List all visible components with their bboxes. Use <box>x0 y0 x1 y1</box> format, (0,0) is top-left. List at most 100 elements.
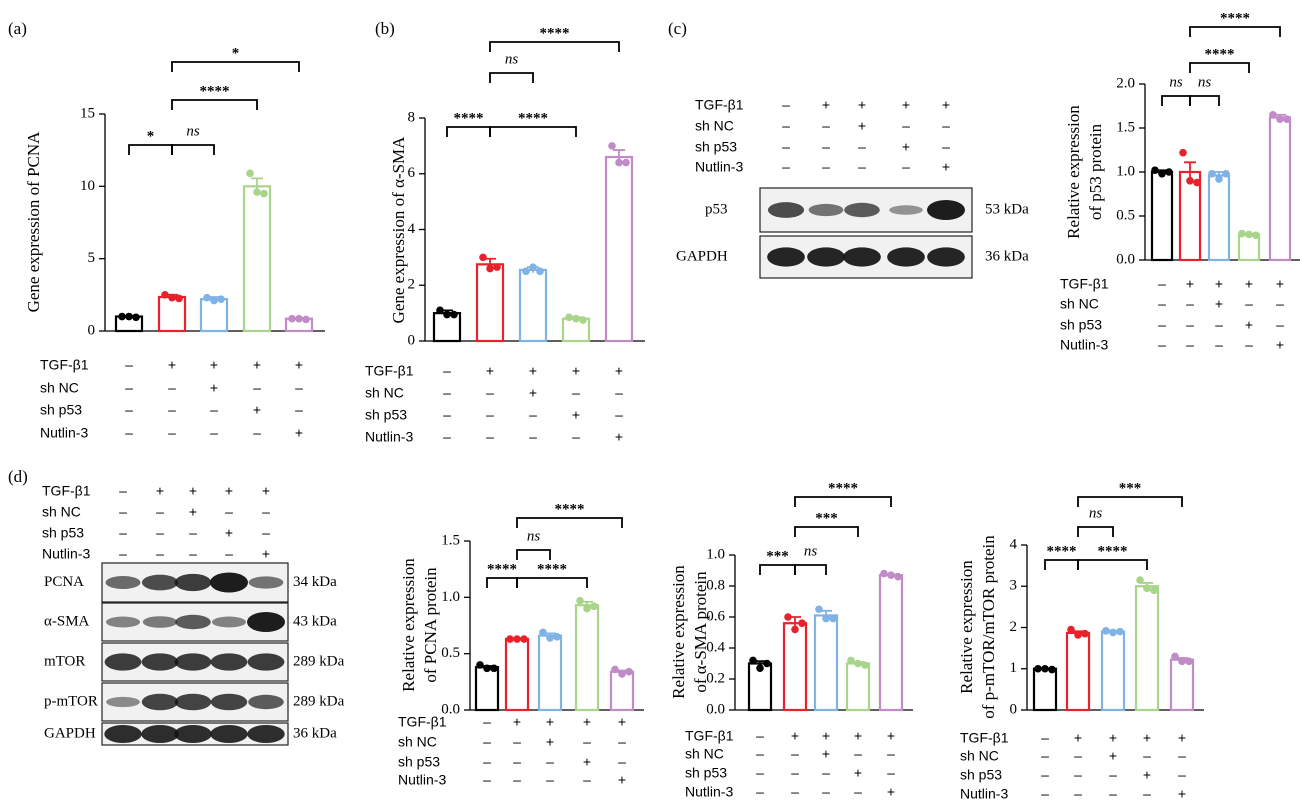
condition-sign: – <box>1276 317 1284 333</box>
data-point <box>854 659 862 668</box>
data-point <box>880 569 888 578</box>
condition-sign: – <box>615 407 623 423</box>
condition-sign: – <box>125 357 133 373</box>
significance-bracket <box>794 496 892 507</box>
significance-label: ns <box>186 123 200 139</box>
condition-sign: + <box>854 728 862 744</box>
y-tick-label: 5 <box>88 250 96 266</box>
significance-bracket <box>171 61 300 72</box>
size-label: 34 kDa <box>293 574 337 590</box>
significance-label: *** <box>766 548 789 564</box>
condition-sign: + <box>513 714 521 730</box>
condition-sign: – <box>1186 337 1194 353</box>
bar <box>1032 667 1058 712</box>
y-tick-label: 0 <box>1010 701 1018 717</box>
condition-sign: – <box>483 734 491 750</box>
protein-label: α-SMA <box>44 613 90 629</box>
condition-sign: – <box>756 728 764 744</box>
condition-sign: + <box>615 363 623 379</box>
condition-sign: + <box>1215 276 1223 292</box>
condition-sign: – <box>262 504 270 520</box>
y-tick-label: 0.4 <box>706 639 725 655</box>
data-point <box>815 605 823 614</box>
blot-band <box>174 653 212 671</box>
condition-sign: – <box>572 385 580 401</box>
significance-label: **** <box>537 561 567 577</box>
y-axis-label: Relative expression <box>1064 105 1083 239</box>
condition-sign: + <box>942 159 950 175</box>
condition-sign: + <box>1276 337 1284 353</box>
data-point <box>887 571 895 579</box>
y-tick-label: 2.0 <box>1116 75 1135 91</box>
y-axis-label: of PCNA protein <box>421 567 440 683</box>
condition-sign: – <box>1245 337 1253 353</box>
condition-sign: – <box>253 425 261 441</box>
size-label: 53 kDa <box>985 201 1029 217</box>
condition-sign: – <box>189 525 197 541</box>
bar <box>504 637 530 712</box>
condition-sign: – <box>1178 748 1186 764</box>
data-point <box>493 263 501 271</box>
data-point <box>625 667 633 676</box>
bar <box>604 155 634 343</box>
condition-label: sh NC <box>40 380 79 396</box>
condition-sign: – <box>854 784 862 800</box>
condition-sign: – <box>168 425 176 441</box>
blot-band <box>808 203 844 217</box>
condition-sign: – <box>513 754 521 770</box>
condition-sign: + <box>210 380 218 396</box>
y-tick-label: 10 <box>80 178 95 194</box>
condition-sign: + <box>1109 730 1117 746</box>
data-point <box>763 659 771 668</box>
condition-sign: + <box>572 363 580 379</box>
condition-sign: – <box>583 734 591 750</box>
bar <box>1207 174 1231 262</box>
condition-label: sh p53 <box>398 754 440 770</box>
condition-sign: + <box>1143 767 1151 783</box>
condition-sign: – <box>791 746 799 762</box>
condition-sign: – <box>854 746 862 762</box>
y-tick-label: 0.6 <box>706 608 725 624</box>
data-point <box>1150 586 1158 595</box>
data-point <box>203 293 211 302</box>
condition-sign: – <box>1158 317 1166 333</box>
blot-band <box>927 200 965 220</box>
condition-sign: – <box>791 784 799 800</box>
condition-sign: – <box>119 546 127 562</box>
y-axis-label: Gene expression of α-SMA <box>389 136 408 324</box>
protein-label: p53 <box>705 201 728 217</box>
blot-band <box>248 576 284 589</box>
data-point <box>861 661 869 669</box>
condition-sign: – <box>1158 296 1166 312</box>
y-axis-label: of α-SMA protein <box>691 571 710 693</box>
condition-sign: – <box>483 754 491 770</box>
data-point <box>506 635 514 643</box>
condition-sign: – <box>942 139 950 155</box>
condition-sign: – <box>443 363 451 379</box>
significance-label: *** <box>815 510 838 526</box>
blot-band <box>141 653 179 671</box>
condition-sign: + <box>295 425 303 441</box>
data-point <box>611 665 619 674</box>
data-point <box>590 602 598 611</box>
condition-sign: – <box>1245 296 1253 312</box>
condition-sign: – <box>1186 296 1194 312</box>
condition-sign: – <box>782 97 790 113</box>
condition-label: TGF-β1 <box>960 730 1009 746</box>
blot-band <box>210 572 248 593</box>
condition-sign: – <box>513 734 521 750</box>
condition-sign: – <box>443 429 451 445</box>
blot-band <box>210 653 248 671</box>
condition-label: Nutlin-3 <box>960 786 1008 802</box>
condition-label: Nutlin-3 <box>365 429 413 445</box>
protein-label: GAPDH <box>676 248 728 264</box>
blot-band <box>142 616 178 628</box>
data-point <box>118 312 126 321</box>
condition-sign: – <box>210 402 218 418</box>
condition-sign: – <box>791 765 799 781</box>
y-axis-label: Relative expression <box>957 560 976 694</box>
data-point <box>756 664 764 672</box>
condition-sign: – <box>822 159 830 175</box>
condition-sign: – <box>1074 767 1082 783</box>
